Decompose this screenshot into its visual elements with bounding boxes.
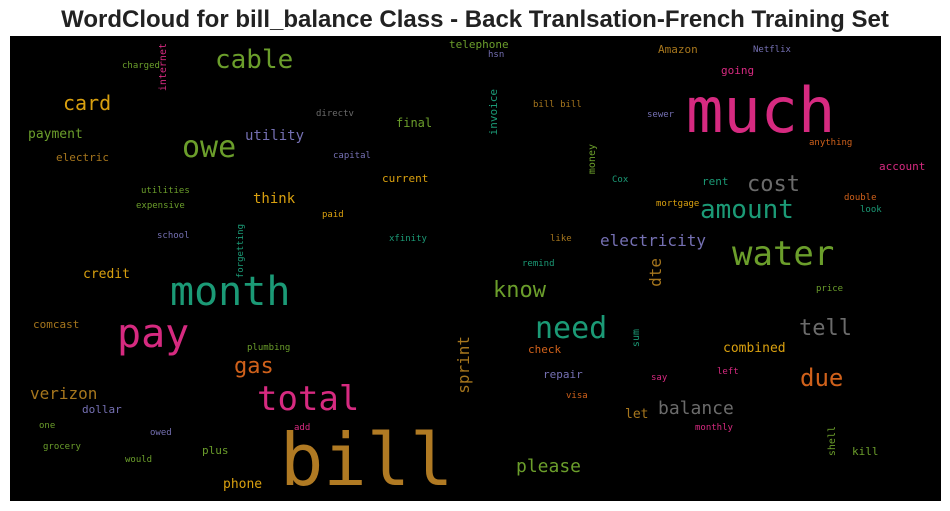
cloud-word: anything [809,138,853,148]
cloud-word: paid [322,210,344,220]
cloud-word: double [844,193,877,203]
cloud-word: dte [646,258,665,287]
cloud-word: Netflix [753,45,791,55]
cloud-word: say [651,373,668,383]
cloud-word: xfinity [389,234,427,244]
cloud-word: add [294,423,311,433]
cloud-word: look [860,205,882,215]
cloud-word: expensive [136,201,185,211]
cloud-word: total [257,379,360,419]
cloud-word: mortgage [656,199,700,209]
cloud-word: directv [316,109,354,119]
cloud-word: current [382,172,429,185]
cloud-word: pay [117,311,190,357]
cloud-word: cost [747,172,800,197]
cloud-word: owed [150,428,172,438]
cloud-word: school [157,231,190,241]
cloud-word: combined [723,341,786,356]
cloud-word: water [732,234,835,274]
cloud-word: visa [566,391,588,401]
cloud-word: month [170,269,291,315]
cloud-word: know [493,278,546,303]
cloud-word: utility [245,128,305,144]
cloud-word: invoice [487,89,500,136]
cloud-word: dollar [82,403,122,416]
cloud-word: grocery [43,442,81,452]
cloud-word: need [535,311,608,346]
cloud-word: bill bill [533,100,582,110]
cloud-word: utilities [141,186,190,196]
cloud-word: hsn [488,50,505,60]
cloud-word: amount [700,195,794,225]
cloud-word: balance [658,398,734,419]
cloud-word: rent [702,175,729,188]
cloud-word: charged [122,61,160,71]
chart-title: WordCloud for bill_balance Class - Back … [61,6,889,33]
cloud-word: going [721,64,755,77]
cloud-word: account [879,160,926,173]
cloud-word: gas [234,354,274,379]
cloud-word: electric [56,151,109,164]
cloud-word: capital [333,151,371,161]
cloud-word: internet [158,43,169,92]
cloud-word: Cox [612,175,629,185]
cloud-word: card [63,91,112,115]
cloud-word: sprint [454,336,473,394]
cloud-word: phone [223,477,263,492]
cloud-word: plumbing [247,343,291,353]
cloud-word: think [253,191,296,207]
cloud-word: comcast [33,318,80,331]
cloud-word: telephone [449,38,509,51]
cloud-word: owe [182,130,237,165]
cloud-word: bill [280,418,454,501]
cloud-word: verizon [30,384,98,403]
cloud-word: one [39,421,56,431]
cloud-word: sewer [647,110,675,120]
cloud-word: let [625,407,649,422]
cloud-word: plus [202,444,229,457]
cloud-word: tell [799,316,852,341]
cloud-word: forgetting [236,224,246,279]
cloud-word: due [800,364,844,392]
cloud-word: would [125,455,153,465]
cloud-word: remind [522,259,555,269]
cloud-word: much [686,74,836,147]
cloud-word: sum [631,329,642,348]
cloud-word: left [717,367,739,377]
cloud-word: cable [215,45,294,75]
cloud-word: payment [28,127,83,142]
cloud-word: price [816,284,844,294]
cloud-word: shell [827,426,838,457]
cloud-word: repair [543,368,583,381]
word-cloud: bill much month pay water total owe need cable am… [10,36,941,501]
cloud-word: Amazon [658,43,698,56]
cloud-word: credit [83,267,130,282]
cloud-word: money [587,144,598,175]
cloud-word: electricity [600,231,706,250]
cloud-word: kill [852,445,879,458]
cloud-word: check [528,343,562,356]
cloud-word: monthly [695,423,733,433]
cloud-word: please [516,456,582,477]
cloud-word: like [550,234,572,244]
cloud-word: final [396,116,433,130]
